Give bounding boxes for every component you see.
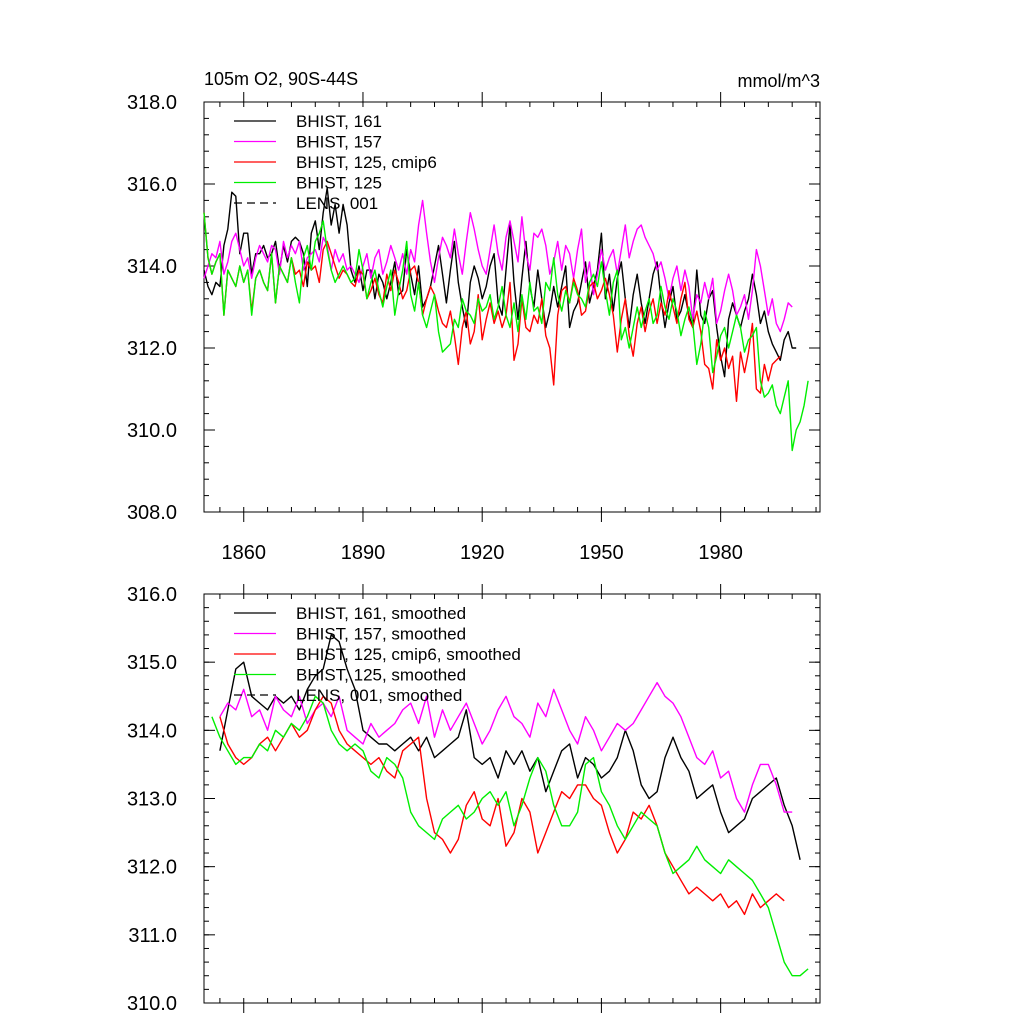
legend-label: BHIST, 157, smoothed <box>296 625 466 644</box>
x-tick-label: 1860 <box>221 542 266 564</box>
y-tick-label: 316.0 <box>127 584 177 606</box>
series-line-3 <box>203 212 809 452</box>
legend-label: BHIST, 125, smoothed <box>296 666 466 685</box>
legend-label: BHIST, 161 <box>296 112 382 131</box>
header-units-label: mmol/m^3 <box>738 71 820 91</box>
x-tick-label: 1890 <box>341 542 386 564</box>
series-line-2 <box>219 695 785 916</box>
plot-frame <box>203 101 821 513</box>
y-tick-label: 312.0 <box>127 857 177 879</box>
legend-label: BHIST, 125, cmip6 <box>296 153 437 172</box>
x-tick-label: 1980 <box>698 542 743 564</box>
legend-label: BHIST, 161, smoothed <box>296 604 466 623</box>
x-tick-label: 1920 <box>460 542 505 564</box>
legend-label: BHIST, 157 <box>296 133 382 152</box>
y-tick-label: 314.0 <box>127 256 177 278</box>
y-tick-label: 315.0 <box>127 652 177 674</box>
y-tick-label: 314.0 <box>127 720 177 742</box>
y-tick-label: 308.0 <box>127 502 177 524</box>
legend-label: BHIST, 125, cmip6, smoothed <box>296 645 521 664</box>
series-line-2 <box>203 212 781 402</box>
legend-label: LENS, 001, smoothed <box>296 686 462 705</box>
legend-label: LENS, 001 <box>296 194 378 213</box>
top-panel: 308.0 310.0 312.0 314.0 316.0 318.0 1860 1890 19… <box>127 92 821 564</box>
y-tick-label: 310.0 <box>127 420 177 442</box>
series-line-3 <box>211 695 809 977</box>
y-tick-label: 313.0 <box>127 789 177 811</box>
y-tick-label: 316.0 <box>127 174 177 196</box>
bottom-panel: 310.0 311.0 312.0 313.0 314.0 315.0 316.0 BHIST… <box>127 584 821 1015</box>
series-line-0 <box>219 634 801 860</box>
x-tick-label: 1950 <box>579 542 624 564</box>
series-line-1 <box>203 199 793 333</box>
y-tick-label: 311.0 <box>128 925 177 947</box>
y-tick-label: 312.0 <box>127 338 177 360</box>
series-line-0 <box>203 187 797 378</box>
header-left-label: 105m O2, 90S-44S <box>204 69 358 89</box>
legend-label: BHIST, 125 <box>296 174 382 193</box>
y-tick-label: 310.0 <box>127 993 177 1015</box>
y-tick-label: 318.0 <box>127 92 177 114</box>
